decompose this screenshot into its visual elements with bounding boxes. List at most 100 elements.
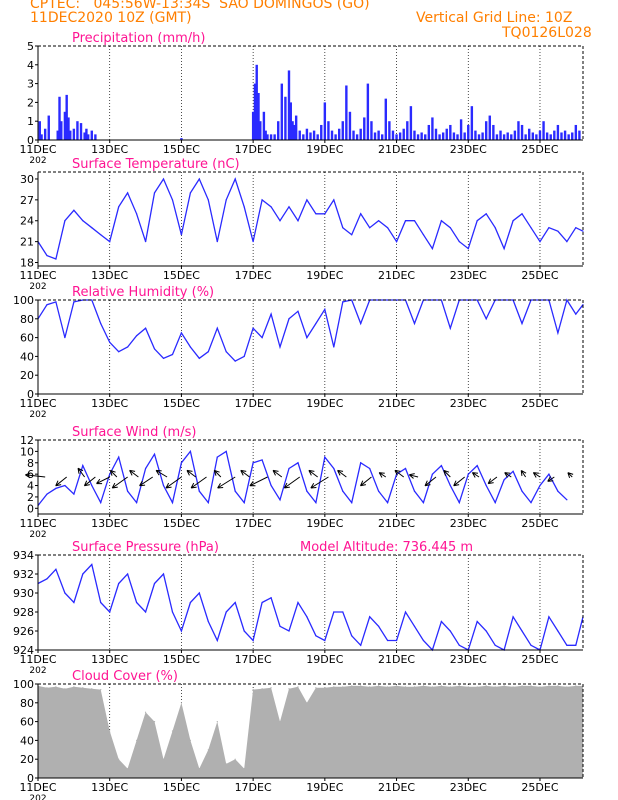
precip-bar [280,83,284,140]
x-tick-label: 15DEC [163,143,200,156]
data-point [431,473,434,475]
x-tick-label: 13DEC [91,517,128,530]
data-point [207,351,209,353]
y-tick-label: 4 [27,480,34,493]
y-tick-label: 27 [20,194,34,207]
y-tick-label: 24 [20,215,34,228]
precip-bar [352,130,355,140]
cloud-area [38,685,583,778]
x-tick-label: 13DEC [91,781,128,794]
data-point [144,327,147,329]
data-point [297,220,299,222]
data-point [386,227,389,229]
precip-bar [416,134,420,140]
precip-bar [85,128,88,140]
precip-bar [273,134,276,140]
data-point [279,721,281,723]
wind-arrow [240,469,250,478]
precip-bar [477,134,481,140]
data-point [55,487,57,489]
precip-bar [320,124,323,140]
data-point [270,313,272,315]
precip-bar [391,130,395,140]
data-point [548,685,550,687]
data-point [342,227,344,229]
data-point [369,686,371,688]
y-tick-label: 934 [13,549,34,562]
data-point [342,301,344,303]
panel-2: 0 20 40 60 80 100 11DEC 13DEC 15DEC 17DEC 19DEC 21D… [13,285,584,420]
panel-4: 924 926 928 930 932 934 11DEC 13DEC 15DEC 17DEC 19… [13,540,584,676]
data-point [360,213,362,215]
data-point [512,686,514,688]
data-point [153,582,156,585]
data-point [458,644,460,646]
data-point [351,635,353,637]
data-point [315,687,317,689]
data-point [207,620,209,623]
data-point [575,685,577,687]
data-point [162,573,165,575]
data-point [216,327,218,329]
data-point [162,484,165,487]
data-point [548,616,550,618]
x-tick-label: 17DEC [235,781,272,794]
data-point [55,686,57,688]
data-point [243,768,245,770]
data-point [503,685,505,687]
x-year-label: 202 [29,530,46,540]
data-point [180,702,183,704]
wind-arrow [186,469,197,478]
data-point [386,686,389,688]
data-point [216,721,218,723]
y-tick-label: 21 [20,236,34,249]
precip-bar [524,134,527,140]
precip-bar [377,130,380,140]
data-point [485,484,487,487]
data-point [198,768,200,770]
data-point [73,209,75,211]
data-point [440,465,442,467]
data-point [449,327,451,329]
x-tick-label: 15DEC [163,781,200,794]
data-point [566,499,568,501]
precip-bar [492,124,495,140]
data-point [153,721,156,723]
x-tick-label: 13DEC [91,269,128,282]
wind-arrow [249,476,268,487]
x-tick-label: 25DEC [521,397,558,410]
data-point [261,337,263,339]
data-point [189,346,191,348]
data-point [127,768,129,770]
data-point [153,192,156,194]
data-point [100,234,102,236]
y-tick-label: 0 [27,388,34,401]
data-point [82,465,84,467]
x-year-label: 202 [29,156,46,166]
x-tick-label: 11DEC [19,781,56,794]
data-point [144,467,147,470]
data-point [162,758,165,760]
data-point [539,686,541,688]
data-point [530,685,532,687]
data-point [351,685,353,687]
data-point [46,304,48,306]
data-point [422,639,425,642]
data-point [136,601,138,604]
data-point [413,322,416,325]
data-point [189,192,191,194]
data-point [440,620,442,623]
data-point [136,213,138,215]
data-point [243,206,245,208]
x-tick-label: 13DEC [91,143,128,156]
precip-bar [484,121,488,140]
y-tick-label: 5 [27,40,34,53]
precip-bar [180,138,183,140]
data-point [180,630,183,632]
data-point [557,332,559,334]
y-tick-label: 932 [13,568,34,581]
data-point [297,686,299,688]
data-point [91,688,93,690]
data-point [378,220,380,222]
